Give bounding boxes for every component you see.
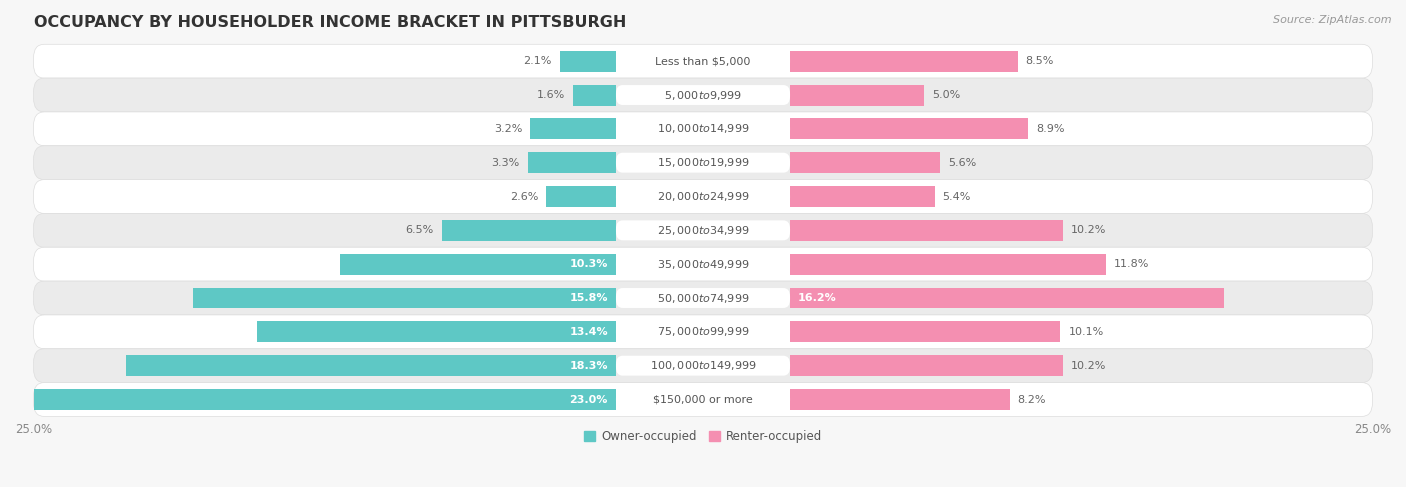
Text: $150,000 or more: $150,000 or more [654,394,752,405]
Text: $5,000 to $9,999: $5,000 to $9,999 [664,89,742,101]
Bar [547,186,616,207]
Bar [790,321,1060,342]
Text: $35,000 to $49,999: $35,000 to $49,999 [657,258,749,271]
Text: 3.2%: 3.2% [494,124,522,134]
Text: 10.2%: 10.2% [1071,361,1107,371]
Text: 8.5%: 8.5% [1025,56,1054,66]
FancyBboxPatch shape [616,85,790,105]
FancyBboxPatch shape [34,213,1372,247]
Legend: Owner-occupied, Renter-occupied: Owner-occupied, Renter-occupied [579,426,827,448]
Text: 3.3%: 3.3% [491,158,520,168]
Bar [340,254,616,275]
Bar [193,287,616,308]
Text: 8.9%: 8.9% [1036,124,1064,134]
Bar [127,355,616,376]
Text: 2.6%: 2.6% [510,191,538,202]
Text: 18.3%: 18.3% [569,361,607,371]
Text: $50,000 to $74,999: $50,000 to $74,999 [657,292,749,304]
Bar [527,152,616,173]
Bar [790,186,935,207]
Text: OCCUPANCY BY HOUSEHOLDER INCOME BRACKET IN PITTSBURGH: OCCUPANCY BY HOUSEHOLDER INCOME BRACKET … [34,15,626,30]
Text: 15.8%: 15.8% [569,293,607,303]
FancyBboxPatch shape [34,247,1372,281]
FancyBboxPatch shape [34,146,1372,180]
FancyBboxPatch shape [616,51,790,71]
Text: 23.0%: 23.0% [569,394,607,405]
FancyBboxPatch shape [34,78,1372,112]
Text: $20,000 to $24,999: $20,000 to $24,999 [657,190,749,203]
Bar [790,85,924,106]
FancyBboxPatch shape [616,322,790,342]
Text: 5.4%: 5.4% [942,191,972,202]
FancyBboxPatch shape [616,390,790,410]
FancyBboxPatch shape [616,153,790,173]
Text: 5.0%: 5.0% [932,90,960,100]
Text: $75,000 to $99,999: $75,000 to $99,999 [657,325,749,338]
Bar [790,220,1063,241]
Bar [790,355,1063,376]
Text: 8.2%: 8.2% [1018,394,1046,405]
FancyBboxPatch shape [34,180,1372,213]
Bar [441,220,616,241]
Bar [257,321,616,342]
Text: 2.1%: 2.1% [523,56,551,66]
Text: 13.4%: 13.4% [569,327,607,337]
FancyBboxPatch shape [34,383,1372,416]
Text: 10.1%: 10.1% [1069,327,1104,337]
FancyBboxPatch shape [34,349,1372,383]
FancyBboxPatch shape [34,315,1372,349]
Text: 11.8%: 11.8% [1114,259,1150,269]
FancyBboxPatch shape [616,221,790,240]
FancyBboxPatch shape [616,187,790,206]
FancyBboxPatch shape [616,119,790,139]
Text: 5.6%: 5.6% [948,158,976,168]
FancyBboxPatch shape [34,281,1372,315]
Text: $10,000 to $14,999: $10,000 to $14,999 [657,122,749,135]
Bar [790,51,1018,72]
Text: Source: ZipAtlas.com: Source: ZipAtlas.com [1274,15,1392,25]
Bar [0,389,616,410]
FancyBboxPatch shape [616,356,790,375]
Text: Less than $5,000: Less than $5,000 [655,56,751,66]
Bar [560,51,616,72]
Text: $100,000 to $149,999: $100,000 to $149,999 [650,359,756,372]
Text: 16.2%: 16.2% [799,293,837,303]
Text: $15,000 to $19,999: $15,000 to $19,999 [657,156,749,169]
Bar [790,118,1028,139]
Bar [530,118,616,139]
Bar [574,85,616,106]
FancyBboxPatch shape [34,112,1372,146]
Text: $25,000 to $34,999: $25,000 to $34,999 [657,224,749,237]
Text: 6.5%: 6.5% [406,225,434,235]
Text: 10.2%: 10.2% [1071,225,1107,235]
FancyBboxPatch shape [34,44,1372,78]
Bar [790,152,941,173]
FancyBboxPatch shape [616,254,790,274]
Bar [790,254,1107,275]
Text: 1.6%: 1.6% [537,90,565,100]
Bar [790,287,1223,308]
FancyBboxPatch shape [616,288,790,308]
Text: 10.3%: 10.3% [569,259,607,269]
Bar [790,389,1010,410]
